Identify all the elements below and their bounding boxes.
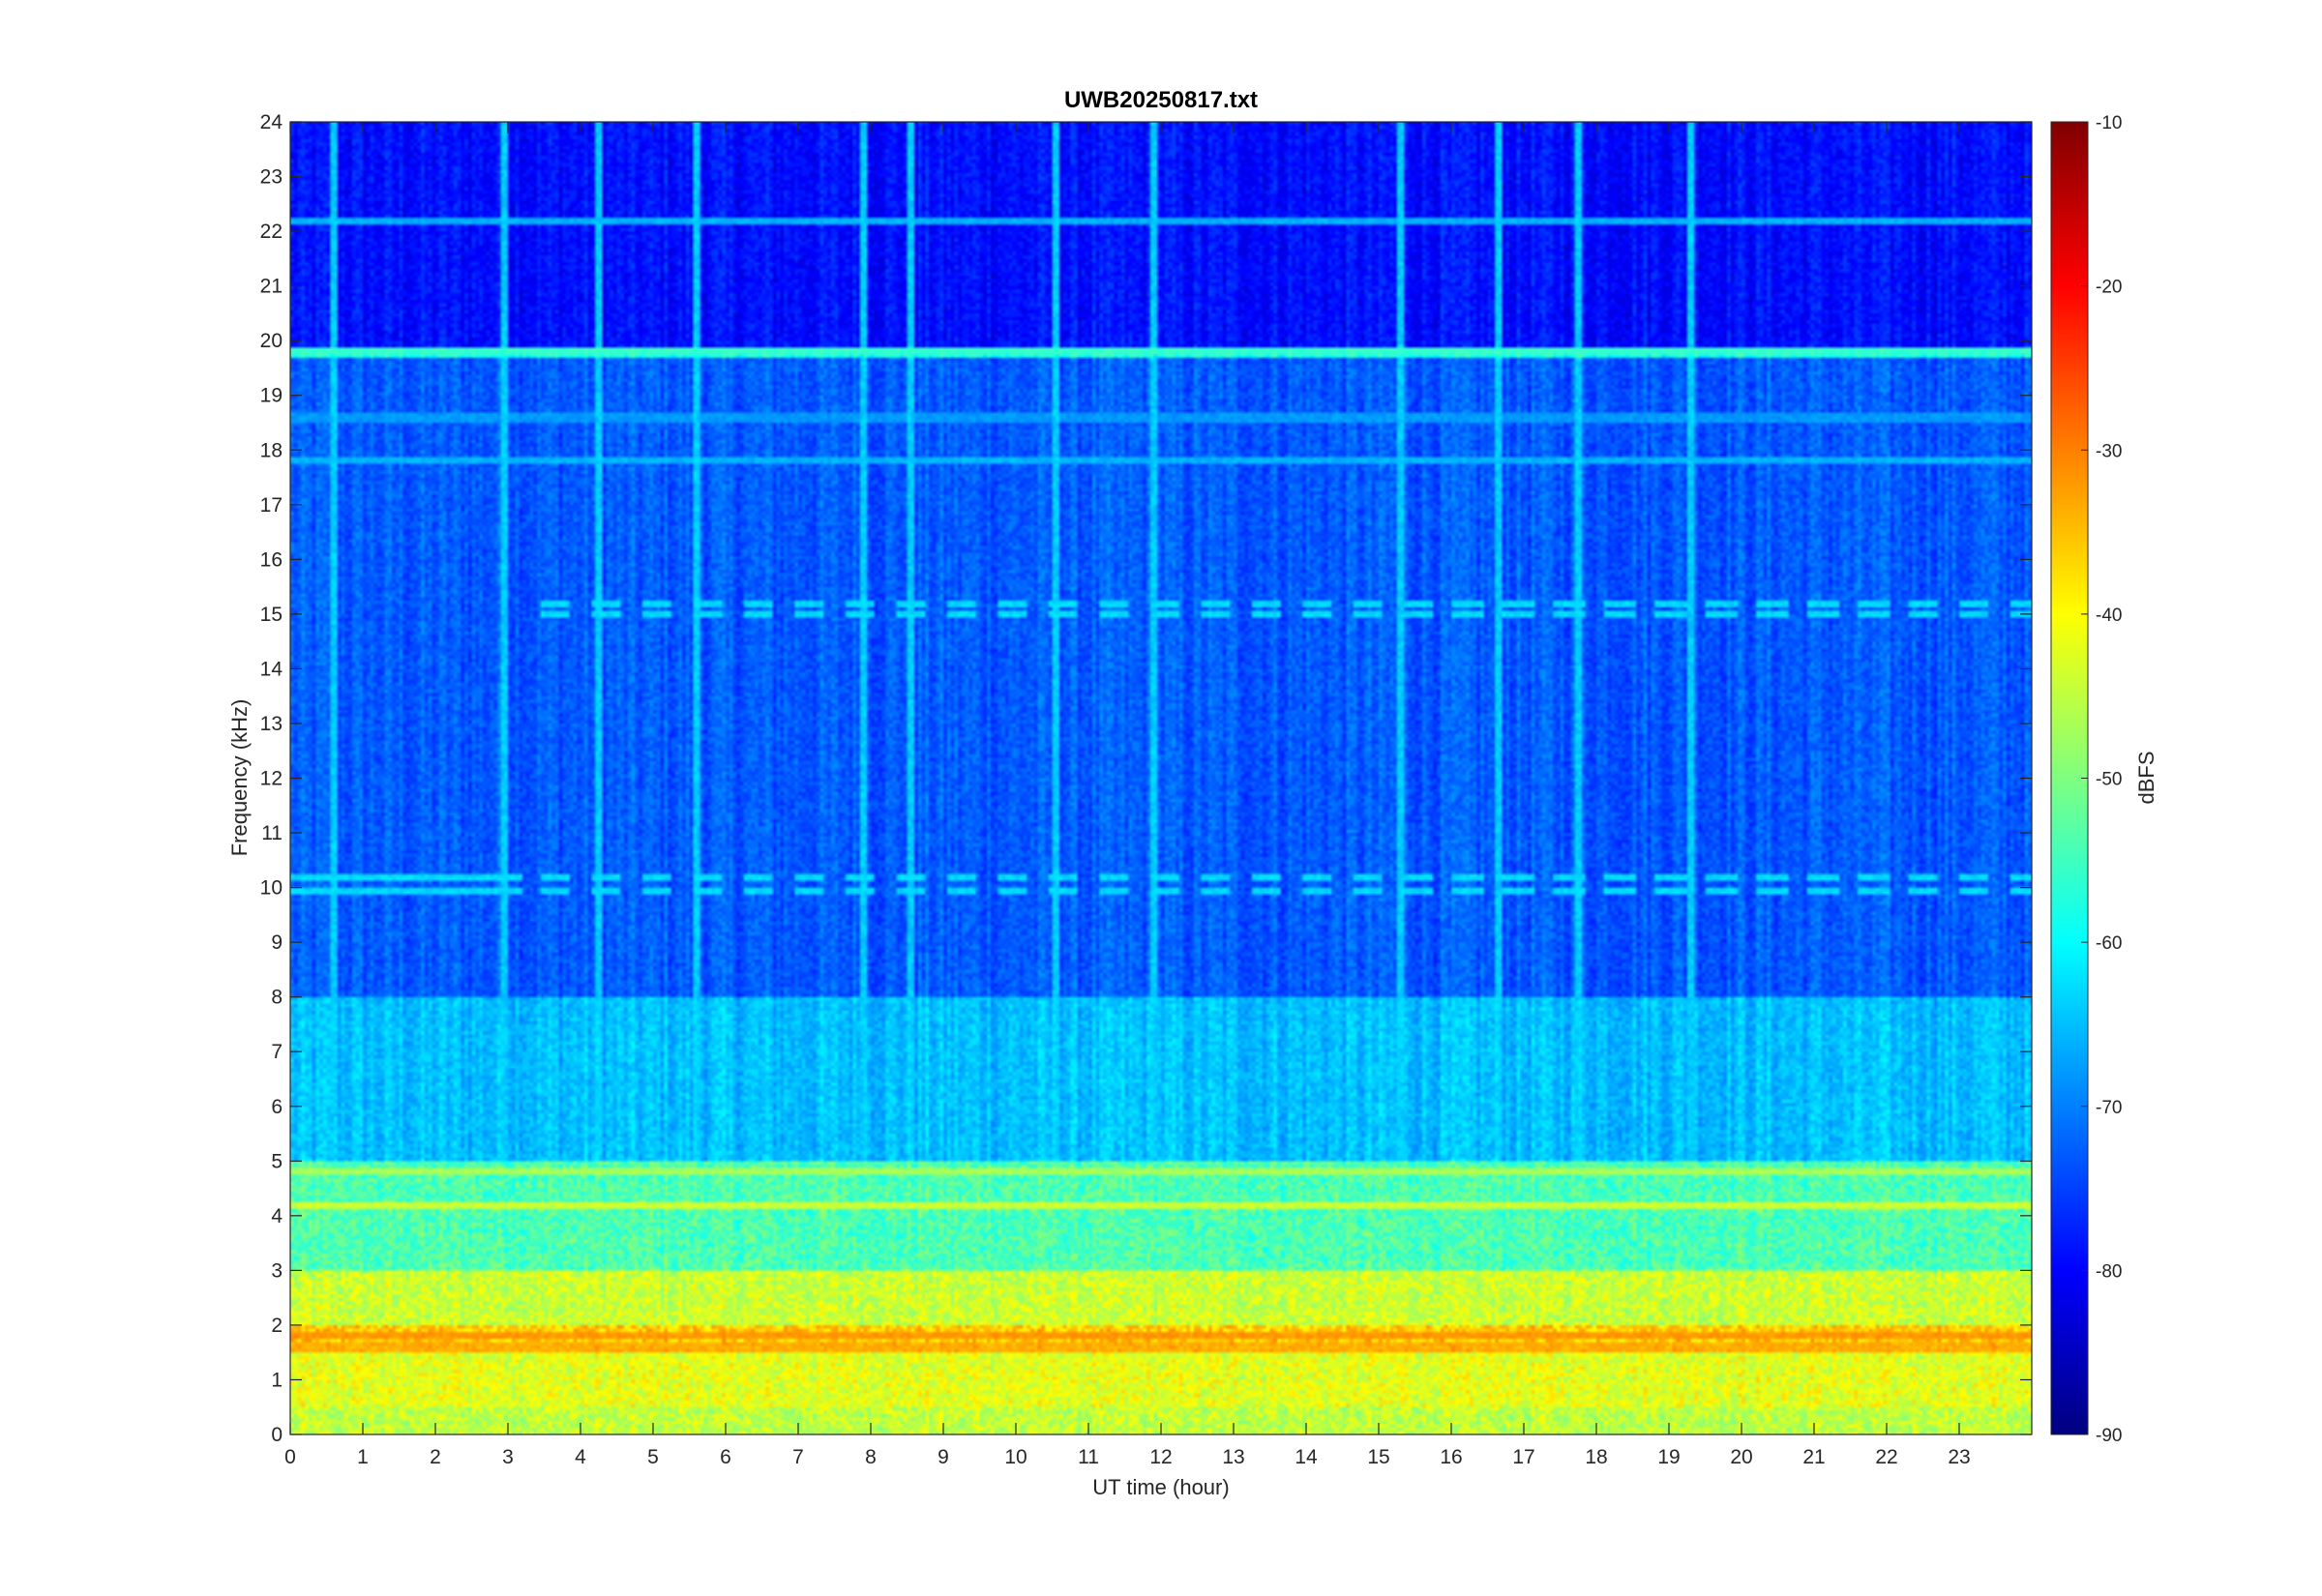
y-tick-label: 5 (271, 1150, 283, 1172)
y-axis-label: Frequency (kHz) (227, 699, 252, 857)
x-tick-label: 21 (1802, 1446, 1825, 1468)
y-tick-label: 16 (260, 548, 283, 571)
colorbar-tick-label: -60 (2096, 933, 2122, 954)
y-tick-label: 4 (271, 1205, 283, 1227)
y-tick-label: 15 (260, 604, 283, 626)
colorbar-ticks: -10 -20 -30 -40 -50 -60 -70 -80 -90 (2081, 113, 2122, 1446)
x-tick-label: 5 (647, 1446, 659, 1468)
y-tick-label: 14 (260, 658, 283, 680)
colorbar-tick-label: -30 (2096, 441, 2122, 461)
y-tick-label: 3 (271, 1259, 283, 1282)
x-tick-label: 6 (720, 1446, 731, 1468)
colorbar-tick-label: -90 (2096, 1426, 2122, 1446)
x-tick-label: 18 (1585, 1446, 1607, 1468)
y-tick-label: 0 (271, 1424, 283, 1446)
x-tick-label: 14 (1295, 1446, 1318, 1468)
x-tick-label: 3 (502, 1446, 514, 1468)
x-tick-label: 22 (1875, 1446, 1897, 1468)
y-tick-label: 10 (260, 877, 283, 900)
colorbar: -10 -20 -30 -40 -50 -60 -70 -80 -90 dBFS (2050, 113, 2158, 1446)
y-tick-label: 22 (260, 221, 283, 243)
x-tick-label: 11 (1078, 1446, 1099, 1468)
x-tick-label: 2 (430, 1446, 441, 1468)
x-tick-label: 12 (1149, 1446, 1172, 1468)
y-tick-label: 17 (260, 494, 283, 517)
x-tick-label: 4 (575, 1446, 586, 1468)
y-tick-label: 9 (271, 931, 283, 954)
y-tick-label: 11 (261, 822, 283, 844)
y-tick-label: 8 (271, 987, 283, 1009)
colorbar-tick-label: -20 (2096, 278, 2122, 298)
colorbar-tick-label: -40 (2096, 606, 2122, 626)
y-tick-label: 2 (271, 1315, 283, 1337)
x-tick-label: 16 (1440, 1446, 1462, 1468)
x-tick-label: 13 (1222, 1446, 1244, 1468)
y-tick-label: 13 (260, 713, 283, 735)
y-tick-label: 24 (260, 111, 283, 133)
spectrogram-heatmap (290, 122, 2032, 1434)
x-tick-label: 20 (1730, 1446, 1752, 1468)
colorbar-label: dBFS (2134, 751, 2158, 804)
x-tick-label: 1 (357, 1446, 369, 1468)
plot-area (289, 121, 2033, 1435)
colorbar-tick-label: -50 (2096, 770, 2122, 790)
y-tick-label: 19 (260, 385, 283, 407)
y-tick-label: 20 (260, 330, 283, 352)
x-tick-label: 7 (792, 1446, 804, 1468)
y-tick-label: 21 (260, 276, 283, 298)
y-tick-label: 1 (271, 1369, 283, 1391)
y-tick-label: 23 (260, 166, 283, 189)
x-axis-label: UT time (hour) (1092, 1475, 1229, 1499)
colorbar-tick-label: -10 (2096, 113, 2122, 133)
x-tick-label: 10 (1004, 1446, 1027, 1468)
x-tick-label: 19 (1657, 1446, 1680, 1468)
x-tick-label: 15 (1367, 1446, 1389, 1468)
colorbar-tick-label: -80 (2096, 1261, 2122, 1282)
y-tick-label: 7 (271, 1041, 283, 1063)
x-tick-label: 8 (865, 1446, 877, 1468)
x-tick-label: 17 (1512, 1446, 1534, 1468)
x-tick-label: 0 (284, 1446, 296, 1468)
y-tick-label: 6 (271, 1096, 283, 1118)
chart-title: UWB20250817.txt (1064, 87, 1258, 113)
x-tick-label: 23 (1948, 1446, 1970, 1468)
x-tick-label: 9 (938, 1446, 949, 1468)
y-tick-label: 18 (260, 439, 283, 461)
colorbar-tick-label: -70 (2096, 1098, 2122, 1118)
x-axis-ticks: 0 1 2 3 4 5 6 7 8 9 10 11 12 13 14 15 16 17 18 19 20 21 22 23 (284, 122, 1971, 1468)
y-tick-label: 12 (260, 768, 283, 790)
